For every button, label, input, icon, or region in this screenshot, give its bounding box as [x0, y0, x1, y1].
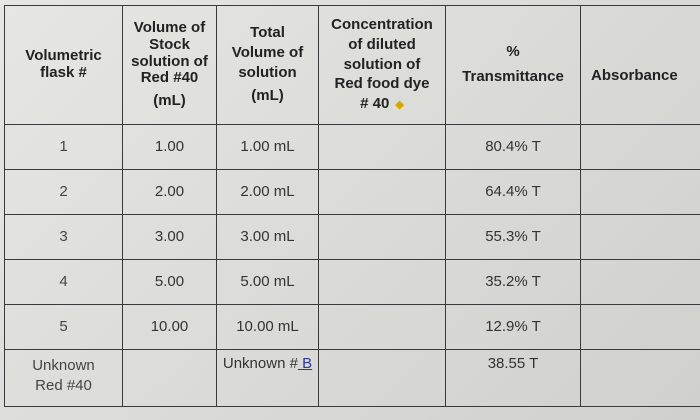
- header-stock-volume: Volume of Stock solution of Red #40 (mL): [122, 5, 217, 125]
- header-flask-line: flask #: [40, 64, 87, 81]
- header-total-volume: Total Volume of solution (mL): [216, 5, 319, 125]
- transmittance-value: 12.9% T: [445, 304, 581, 350]
- header-stock-line: solution of: [131, 52, 208, 70]
- unknown-stock-volume[interactable]: [122, 349, 217, 407]
- flask-number: 3: [4, 214, 123, 260]
- concentration-cell[interactable]: [318, 124, 446, 170]
- table-row: 5 10.00 10.00 mL 12.9% T: [4, 304, 700, 350]
- header-concentration-line: Concentration: [331, 16, 433, 33]
- header-stock-line: Volume of: [133, 19, 206, 36]
- transmittance-value: 64.4% T: [445, 169, 581, 215]
- pencil-mark-icon: ◆: [395, 99, 404, 112]
- header-stock-line: (mL): [153, 92, 186, 110]
- stock-volume: 5.00: [122, 259, 217, 305]
- absorbance-cell[interactable]: [580, 304, 700, 350]
- header-total-line: solution: [238, 64, 297, 81]
- table-row: 1 1.00 1.00 mL 80.4% T: [4, 124, 700, 170]
- header-total-line: (mL): [251, 86, 284, 104]
- header-concentration-line: Red food dye: [334, 75, 430, 93]
- stock-volume: 3.00: [122, 214, 217, 260]
- transmittance-value: 55.3% T: [445, 214, 581, 260]
- header-concentration-line: of diluted: [348, 35, 416, 53]
- header-total-line: Total: [250, 24, 285, 42]
- header-stock-line: Red #40: [140, 69, 199, 87]
- flask-number: 4: [4, 259, 123, 305]
- absorbance-cell[interactable]: [580, 124, 700, 170]
- header-concentration-dye-number: # 40: [360, 95, 390, 113]
- header-concentration-line-last: # 40 ◆: [320, 95, 445, 113]
- header-concentration-line: solution of: [343, 55, 421, 73]
- unknown-label-line: Red #40: [35, 377, 92, 395]
- total-volume: 5.00 mL: [216, 259, 319, 305]
- stock-volume: 1.00: [122, 124, 217, 170]
- table-row: 3 3.00 3.00 mL 55.3% T: [4, 214, 700, 260]
- transmittance-value: 35.2% T: [445, 259, 581, 305]
- header-flask-line: Volumetric: [25, 47, 102, 65]
- total-volume: 1.00 mL: [216, 124, 319, 170]
- table-row: 2 2.00 2.00 mL 64.4% T: [4, 169, 700, 215]
- unknown-sample-prefix: Unknown #: [222, 355, 298, 372]
- transmittance-value: 80.4% T: [445, 124, 581, 170]
- header-transmittance-line: Transmittance: [462, 68, 564, 85]
- absorbance-cell[interactable]: [580, 259, 700, 305]
- unknown-transmittance: 38.55 T: [445, 349, 581, 407]
- stock-volume: 2.00: [122, 169, 217, 215]
- absorbance-cell[interactable]: [580, 214, 700, 260]
- header-concentration: Concentration of diluted solution of Red…: [318, 5, 446, 125]
- total-volume: 3.00 mL: [216, 214, 319, 260]
- total-volume: 2.00 mL: [216, 169, 319, 215]
- header-absorbance: Absorbance: [580, 5, 700, 125]
- unknown-flask-label: Unknown Red #40: [4, 349, 123, 407]
- unknown-label-line: Unknown: [32, 357, 95, 374]
- dilution-data-table: Volumetric flask # Volume of Stock solut…: [4, 5, 700, 407]
- unknown-absorbance[interactable]: [580, 349, 700, 407]
- header-stock-line: Stock: [149, 35, 190, 53]
- concentration-cell[interactable]: [318, 169, 446, 215]
- stock-volume: 10.00: [122, 304, 217, 350]
- header-flask: Volumetric flask #: [4, 5, 123, 125]
- concentration-cell[interactable]: [318, 259, 446, 305]
- header-absorbance-label: Absorbance: [591, 66, 678, 84]
- header-transmittance-line: %: [506, 43, 520, 61]
- unknown-concentration[interactable]: [318, 349, 446, 407]
- unknown-sample-letter: B: [297, 355, 313, 372]
- header-row: Volumetric flask # Volume of Stock solut…: [4, 5, 700, 125]
- total-volume: 10.00 mL: [216, 304, 319, 350]
- absorbance-cell[interactable]: [580, 169, 700, 215]
- flask-number: 5: [4, 304, 123, 350]
- header-total-line: Volume of: [231, 44, 304, 62]
- concentration-cell[interactable]: [318, 304, 446, 350]
- unknown-sample-id: Unknown # B: [216, 349, 319, 407]
- concentration-cell[interactable]: [318, 214, 446, 260]
- flask-number: 1: [4, 124, 123, 170]
- flask-number: 2: [4, 169, 123, 215]
- unknown-row: Unknown Red #40 Unknown # B 38.55 T: [4, 349, 700, 407]
- table-row: 4 5.00 5.00 mL 35.2% T: [4, 259, 700, 305]
- header-transmittance: % Transmittance: [445, 5, 581, 125]
